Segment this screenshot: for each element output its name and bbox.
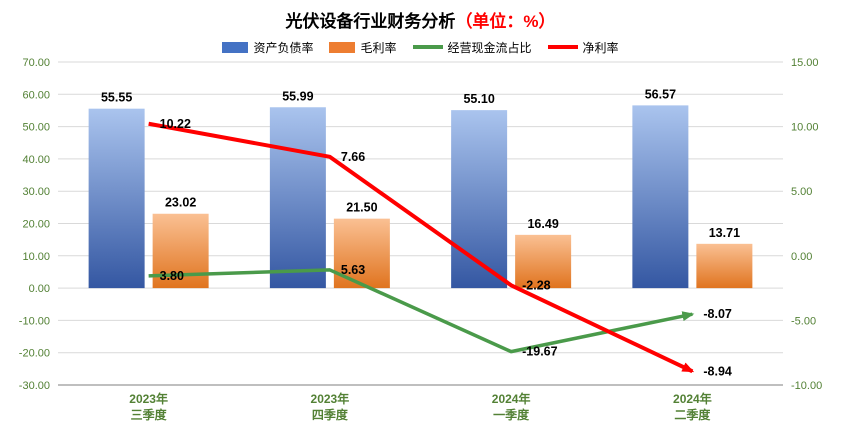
bar-data-label: 56.57 <box>645 87 676 101</box>
legend-line-swatch <box>412 45 443 49</box>
bar-series-2 <box>515 234 572 289</box>
left-axis-tick: -30.00 <box>19 380 50 392</box>
legend-item-1: 资产负债率 <box>222 39 313 56</box>
bar-data-label: 55.55 <box>101 91 132 105</box>
x-axis-category-label: 2023年四季度 <box>311 391 350 422</box>
legend-item-2: 毛利率 <box>329 39 397 56</box>
chart-legend: 资产负债率 毛利率 经营现金流占比 净利率 <box>0 38 841 56</box>
left-axis-tick: 50.00 <box>22 122 50 134</box>
legend-line-swatch <box>547 45 578 49</box>
legend-label: 净利率 <box>582 40 619 55</box>
chart-title-unit: （单位：%） <box>455 12 556 31</box>
line-series-1 <box>148 268 695 354</box>
line-data-label: 7.66 <box>341 150 365 164</box>
right-axis-tick: -5.00 <box>791 315 816 327</box>
bar-data-label: 23.02 <box>165 196 196 210</box>
bar-data-label: 55.99 <box>282 89 313 103</box>
right-axis-tick: 15.00 <box>791 57 819 69</box>
line-data-label: -19.67 <box>522 345 557 359</box>
bar-series-2 <box>333 218 390 289</box>
right-axis-tick: 0.00 <box>791 251 812 263</box>
line-series-2 <box>148 121 695 374</box>
bar-data-label: 16.49 <box>527 217 558 231</box>
left-axis-tick: 60.00 <box>22 89 50 101</box>
right-axis-tick: -10.00 <box>791 380 822 392</box>
legend-label: 经营现金流占比 <box>447 40 532 55</box>
right-axis-tick: 5.00 <box>791 186 812 198</box>
left-axis-tick: 20.00 <box>22 219 50 231</box>
bar-data-label: 55.10 <box>463 92 494 106</box>
left-axis-tick: 30.00 <box>22 186 50 198</box>
x-axis-category-label: 2024年二季度 <box>673 391 712 422</box>
bar-data-label: 13.71 <box>709 226 740 240</box>
bar-series-1 <box>88 108 145 289</box>
line-data-label: 5.63 <box>341 263 365 277</box>
left-axis-tick: 40.00 <box>22 154 50 166</box>
left-axis-tick: 0.00 <box>29 283 50 295</box>
bar-series-1 <box>451 110 508 289</box>
bar-series-1 <box>269 107 326 289</box>
right-axis-tick: 10.00 <box>791 122 819 134</box>
line-data-label: 3.80 <box>160 269 184 283</box>
line-data-label: -2.28 <box>522 278 551 292</box>
line-data-label: -8.07 <box>703 307 732 321</box>
bar-data-label: 21.50 <box>346 201 377 215</box>
chart-title: 光伏设备行业财务分析（单位：%） <box>0 0 841 36</box>
bar-series-1 <box>632 105 689 289</box>
x-axis-category-label: 2024年一季度 <box>492 391 531 422</box>
left-axis-tick: 10.00 <box>22 251 50 263</box>
left-axis-tick: -10.00 <box>19 315 50 327</box>
legend-bar-swatch <box>329 41 356 53</box>
line-data-label: 10.22 <box>160 117 191 131</box>
chart-title-text: 光伏设备行业财务分析 <box>285 12 456 31</box>
left-axis-tick: -20.00 <box>19 348 50 360</box>
legend-item-3: 经营现金流占比 <box>412 39 532 56</box>
x-axis-category-label: 2023年三季度 <box>129 391 168 422</box>
chart-plot-area: 70.00 60.00 50.00 40.00 30.00 20.00 10.00 0.00 -… <box>19 57 822 422</box>
line-data-label: -8.94 <box>703 364 732 378</box>
legend-label: 资产负债率 <box>253 40 314 55</box>
bar-series-2 <box>696 243 753 289</box>
legend-item-4: 净利率 <box>547 39 619 56</box>
legend-bar-swatch <box>222 41 249 53</box>
legend-label: 毛利率 <box>360 40 397 55</box>
left-axis-tick: 70.00 <box>22 57 50 69</box>
